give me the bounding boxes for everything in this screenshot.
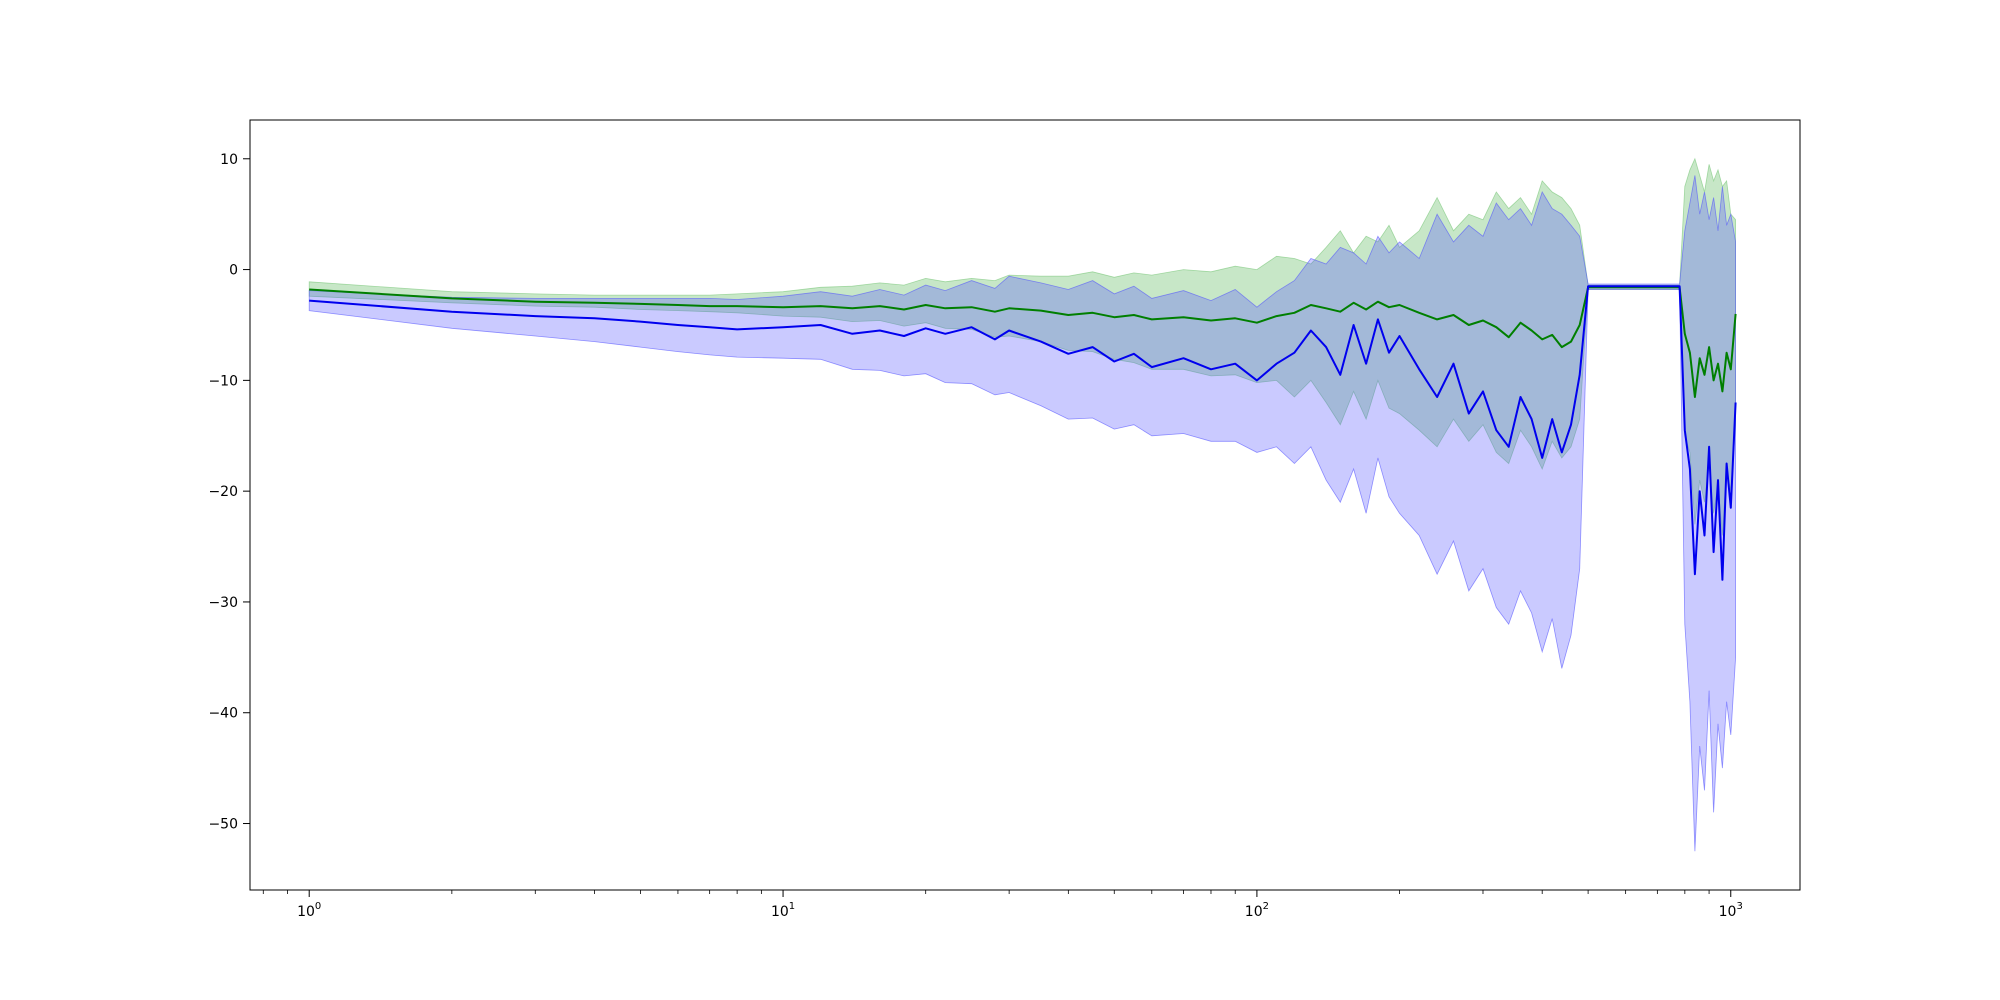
x-axis: 100 101 102 103: [262, 890, 1743, 920]
series-1-line: [309, 286, 1737, 398]
y-tick-label: −50: [208, 817, 238, 833]
series-2-band: [308, 175, 1736, 852]
series-2-line: [309, 285, 1737, 581]
plot-frame: [249, 119, 1801, 891]
y-tick-label: 0: [229, 263, 238, 279]
y-axis: 10 0 −10 −20 −30 −40 −50: [208, 152, 250, 833]
x-tick-label: 103: [1719, 901, 1743, 920]
y-tick-label: −30: [208, 595, 238, 611]
y-tick-label: 10: [220, 152, 238, 168]
y-tick-label: −20: [208, 484, 238, 500]
confidence-bands: [308, 157, 1736, 852]
x-tick-label: 101: [771, 901, 795, 920]
x-tick-label: 102: [1245, 901, 1269, 920]
series-lines: [309, 285, 1737, 581]
x-tick-label: 100: [297, 901, 321, 920]
y-tick-label: −10: [208, 373, 238, 389]
y-tick-label: −40: [208, 706, 238, 722]
